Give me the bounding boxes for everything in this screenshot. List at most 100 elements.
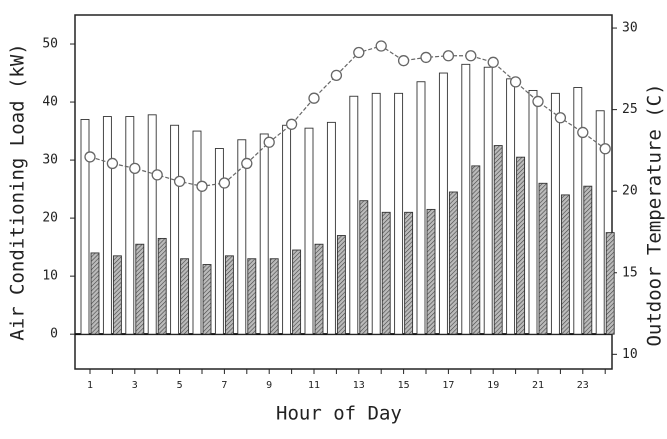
- temperature-marker: [151, 169, 163, 181]
- y-axis-label: Air Conditioning Load (kW): [7, 43, 29, 340]
- bar: [349, 95, 359, 335]
- x-tick-label: 1: [87, 380, 93, 391]
- y2-tick-label: 10: [622, 347, 638, 362]
- temperature-marker: [106, 157, 119, 170]
- bar: [493, 145, 503, 335]
- x-tick-label: 23: [577, 380, 589, 391]
- bar: [560, 194, 570, 335]
- x-tick-label: 15: [398, 380, 410, 391]
- plot-frame: [74, 14, 613, 370]
- bar: [90, 252, 100, 335]
- bar: [192, 130, 202, 335]
- bar: [538, 182, 548, 335]
- x-tick-label: 17: [442, 380, 454, 391]
- temperature-marker: [509, 76, 522, 88]
- bar: [125, 116, 135, 335]
- x-tick-label: 3: [132, 380, 138, 391]
- bar: [224, 255, 234, 335]
- y2-tick-label: 20: [622, 184, 638, 199]
- bar: [326, 121, 336, 335]
- temperature-marker: [241, 157, 253, 170]
- y-tick-label: 20: [42, 211, 58, 226]
- bar: [269, 258, 279, 335]
- x-tick-label: 7: [221, 380, 227, 391]
- y2-tick-label: 30: [622, 21, 638, 36]
- bar: [506, 78, 516, 335]
- temperature-marker: [196, 180, 208, 192]
- temperature-marker: [84, 151, 96, 163]
- bar: [550, 92, 560, 335]
- bar: [170, 124, 180, 335]
- bar: [336, 235, 346, 335]
- bar: [583, 185, 593, 335]
- temperature-line: [89, 45, 606, 187]
- y2-tick-label: 25: [622, 102, 638, 117]
- bar: [359, 200, 369, 335]
- temperature-marker: [554, 112, 567, 124]
- x-tick-label: 9: [266, 380, 272, 391]
- bar: [202, 264, 212, 335]
- temperature-marker: [353, 46, 365, 59]
- temperature-marker: [465, 50, 477, 62]
- temperature-marker: [442, 50, 455, 62]
- y-tick-label: 0: [50, 327, 58, 342]
- temperature-marker: [285, 118, 298, 130]
- bar: [80, 119, 90, 335]
- bar: [314, 243, 324, 335]
- x-axis-label: Hour of Day: [276, 403, 402, 425]
- x-tick-label: 21: [532, 380, 544, 391]
- bar: [214, 148, 224, 335]
- y-tick-label: 10: [42, 269, 58, 284]
- bar: [157, 237, 167, 335]
- bar: [247, 258, 257, 335]
- bar: [102, 116, 112, 335]
- temperature-marker: [173, 175, 186, 188]
- bar: [573, 87, 583, 335]
- temperature-marker: [330, 69, 343, 82]
- bar: [180, 258, 190, 335]
- bar: [292, 249, 302, 335]
- bar: [471, 165, 481, 335]
- bar: [416, 81, 426, 335]
- y-tick-label: 30: [42, 153, 58, 168]
- bar: [394, 92, 404, 335]
- temperature-marker: [263, 136, 275, 148]
- temperature-marker: [218, 177, 231, 189]
- x-tick-label: 11: [308, 380, 320, 391]
- temperature-marker: [397, 55, 410, 67]
- bar: [135, 243, 145, 335]
- bar: [282, 124, 292, 335]
- bar: [381, 211, 391, 335]
- bar: [438, 72, 448, 335]
- x-tick-label: 19: [487, 380, 499, 391]
- temperature-marker: [375, 40, 387, 52]
- y2-tick-label: 15: [622, 265, 638, 280]
- temperature-marker: [577, 126, 589, 139]
- bar: [259, 133, 269, 335]
- x-tick-label: 5: [177, 380, 183, 391]
- temperature-marker: [420, 51, 432, 64]
- temperature-marker: [599, 143, 611, 155]
- bar: [483, 66, 493, 335]
- y-tick-label: 50: [42, 37, 58, 52]
- bar: [304, 127, 314, 335]
- x-tick-label: 13: [353, 380, 365, 391]
- temperature-marker: [487, 56, 499, 68]
- bar: [237, 139, 247, 335]
- bar: [605, 232, 615, 335]
- bar: [404, 211, 414, 335]
- bar: [371, 92, 381, 335]
- y-tick-label: 40: [42, 95, 58, 110]
- bar: [528, 89, 538, 335]
- temperature-marker: [129, 162, 141, 174]
- bar: [461, 63, 471, 335]
- temperature-marker: [532, 95, 544, 108]
- bar: [516, 156, 526, 335]
- bar: [448, 191, 458, 335]
- bar: [147, 114, 157, 335]
- temperature-marker: [308, 92, 320, 104]
- bar: [112, 255, 122, 335]
- y2-axis-label: Outdoor Temperature (C): [644, 83, 666, 346]
- bar: [426, 208, 436, 335]
